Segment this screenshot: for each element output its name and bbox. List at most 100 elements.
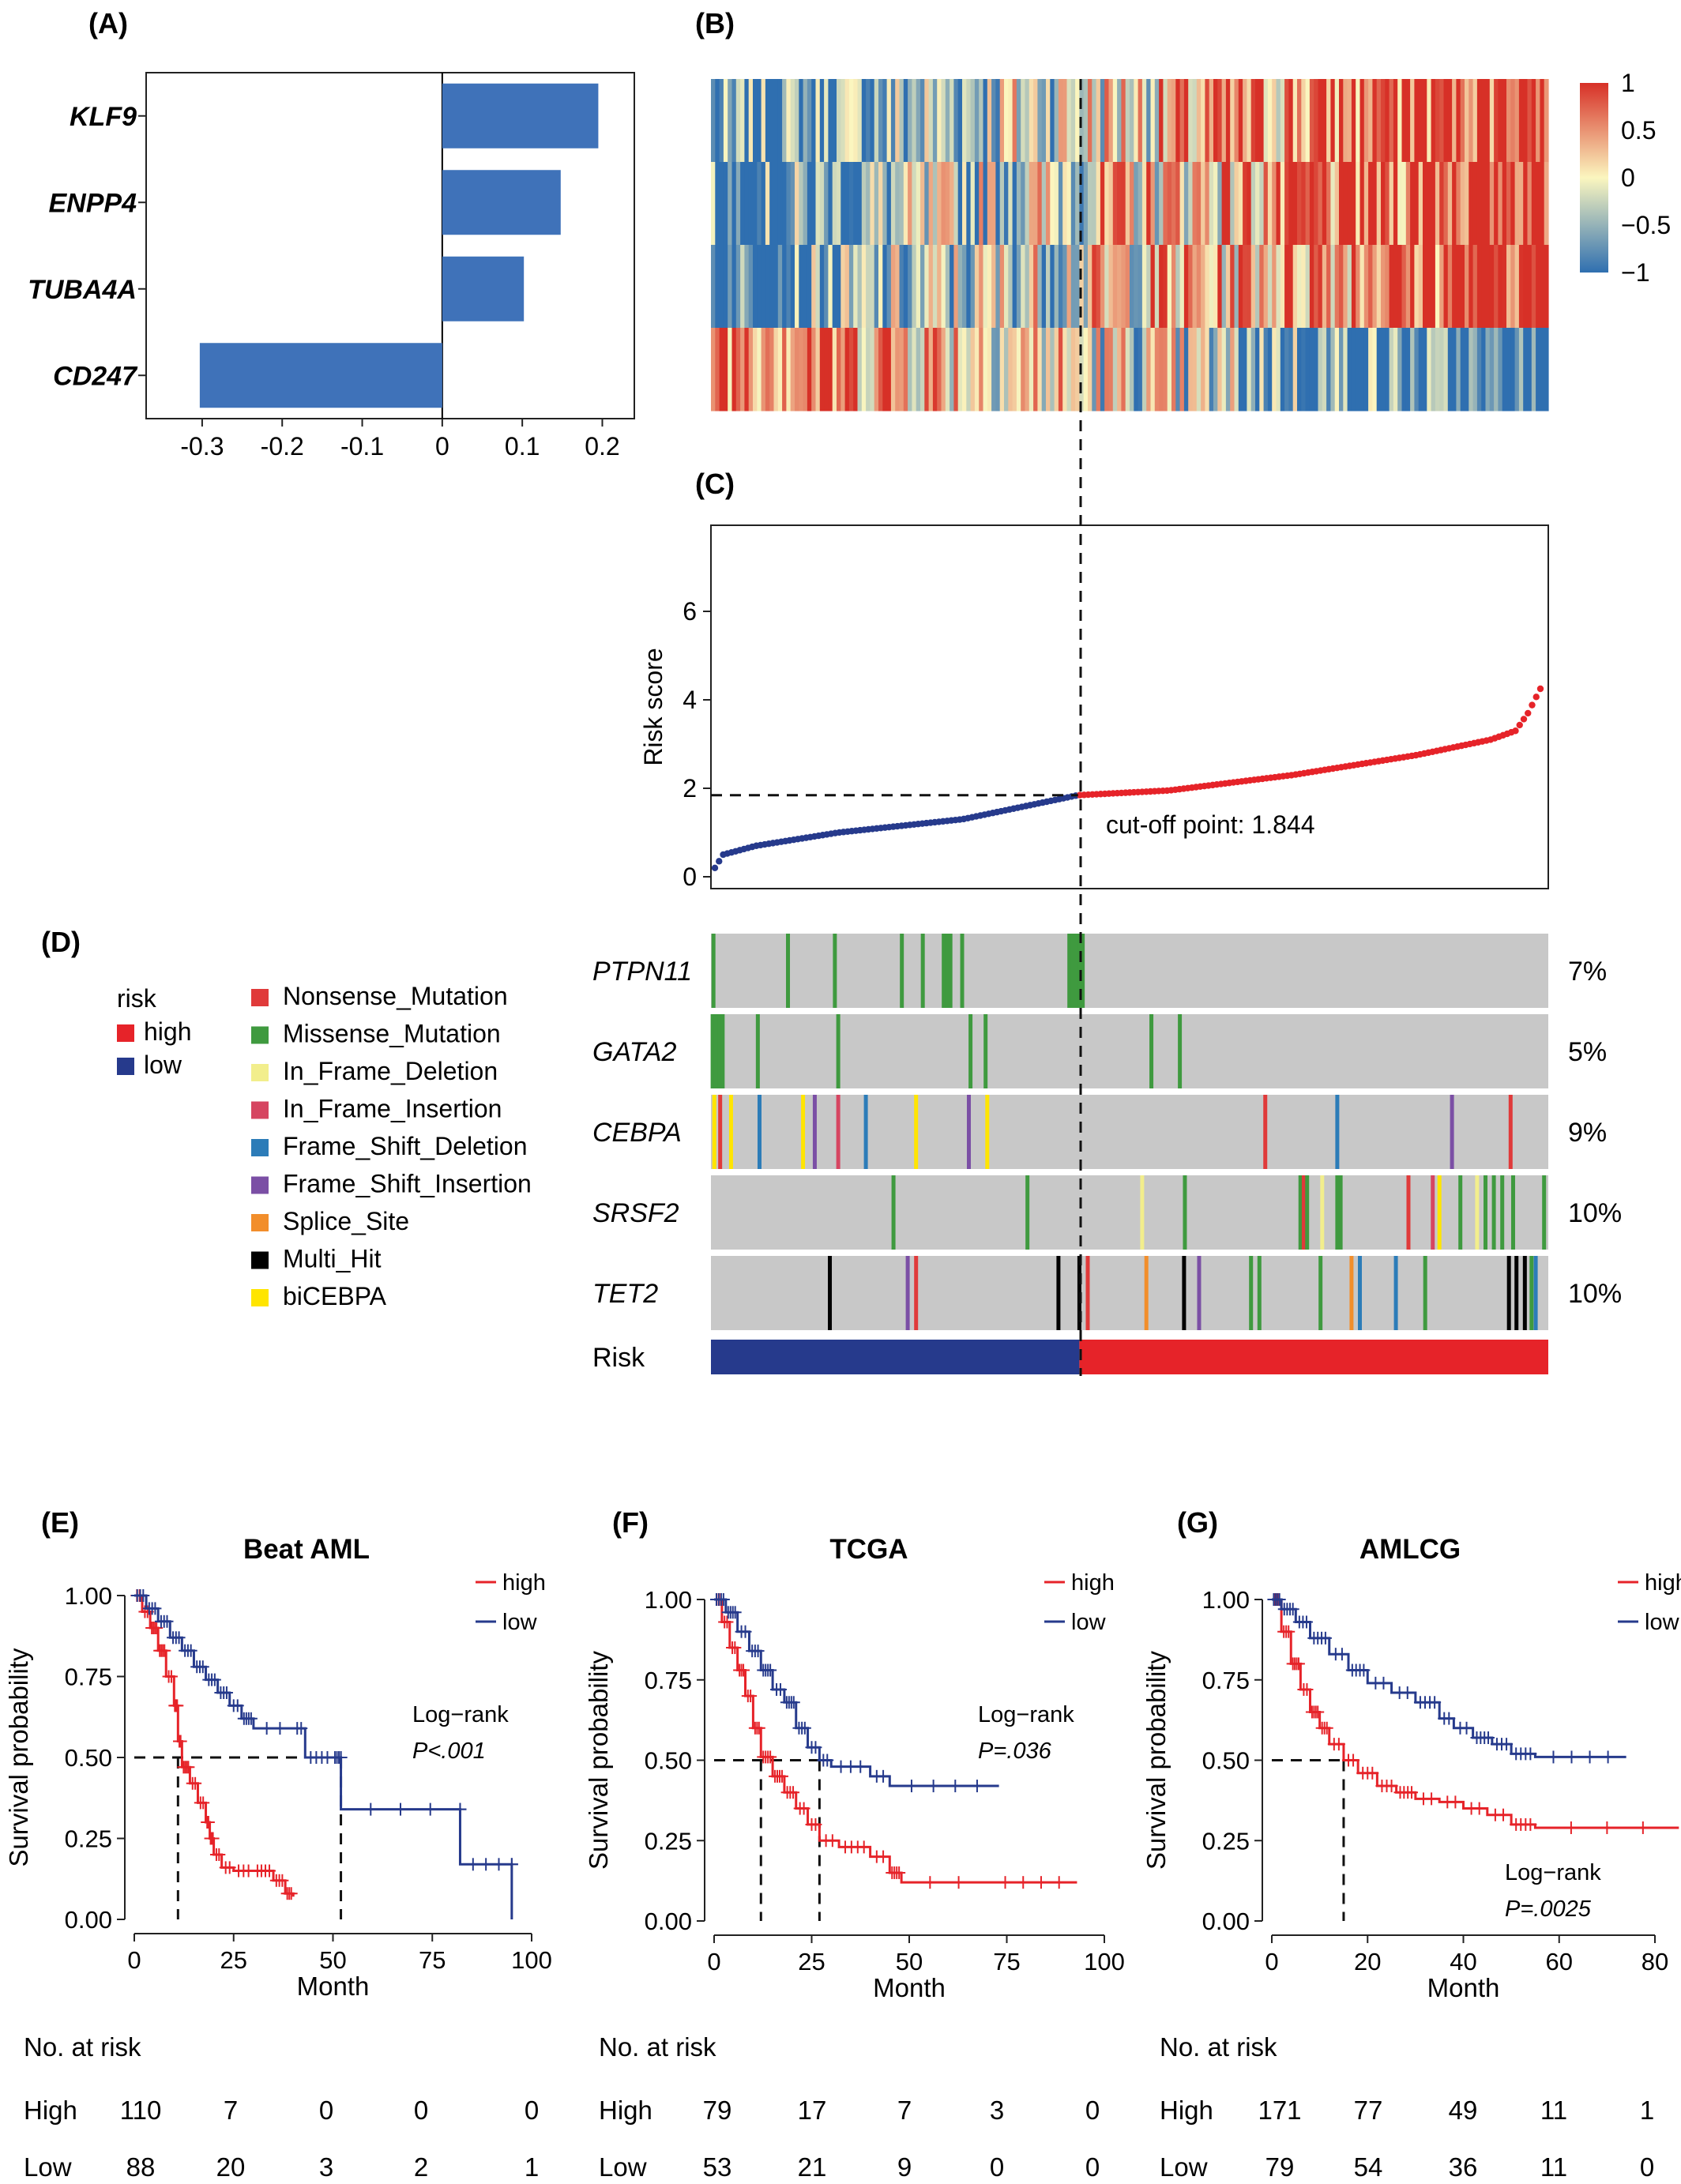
- mutation-mark: [1529, 1256, 1534, 1330]
- heatmap-cell: [937, 162, 942, 246]
- mutation-mark: [863, 1095, 868, 1169]
- heatmap-cell: [908, 245, 912, 329]
- heatmap-cell: [1201, 245, 1205, 329]
- heatmap-cell: [1012, 79, 1017, 163]
- heatmap-cell: [824, 328, 829, 412]
- mutation-mark: [1423, 1256, 1427, 1330]
- mutation-mark: [1320, 1175, 1325, 1250]
- heatmap-cell: [1401, 79, 1407, 163]
- heatmap-cell: [886, 162, 892, 246]
- heatmap-cell: [1046, 79, 1051, 163]
- heatmap-cell: [1498, 328, 1503, 412]
- heatmap-cell: [1255, 79, 1260, 163]
- heatmap-cell: [1205, 245, 1210, 329]
- heatmap-cell: [1309, 328, 1314, 412]
- heatmap-cell: [844, 245, 850, 329]
- mutation-mark: [713, 1014, 718, 1088]
- plot-frame: [710, 524, 1549, 889]
- heatmap-cell: [1125, 328, 1130, 412]
- heatmap-cell: [786, 245, 792, 329]
- heatmap-cell: [1297, 79, 1302, 163]
- heatmap-cell: [1489, 79, 1495, 163]
- heatmap-cell: [886, 328, 892, 412]
- heatmap-cell: [1016, 328, 1021, 412]
- heatmap-cell: [735, 328, 741, 412]
- heatmap-cell: [1485, 79, 1491, 163]
- heatmap-cell: [769, 245, 775, 329]
- heatmap-cell: [782, 245, 787, 329]
- heatmap-cell: [1192, 162, 1198, 246]
- heatmap-cell: [1465, 162, 1469, 246]
- heatmap-cell: [1021, 245, 1026, 329]
- heatmap-cell: [1385, 328, 1390, 412]
- heatmap-cell: [1385, 79, 1390, 163]
- heatmap-cell: [1062, 79, 1068, 163]
- heatmap-cell: [837, 162, 841, 246]
- heatmap-cell: [832, 245, 837, 329]
- mutation-mark: [1510, 1175, 1515, 1250]
- heatmap-cell: [1159, 245, 1164, 329]
- color-legend-bar: [1580, 83, 1608, 273]
- heatmap-cell: [765, 245, 770, 329]
- y-tick-label: 0.00: [645, 1908, 692, 1935]
- survival-curve-high: [1272, 1598, 1679, 1829]
- heatmap-cell: [1138, 328, 1143, 412]
- heatmap-cell: [945, 162, 950, 246]
- heatmap-cell: [1376, 245, 1382, 329]
- mutation-mark: [983, 1014, 988, 1088]
- heatmap-cell: [1405, 245, 1411, 329]
- heatmap-cell: [924, 162, 930, 246]
- heatmap-cell: [1452, 328, 1457, 412]
- heatmap-cell: [916, 162, 921, 246]
- gene-label: GATA2: [592, 1037, 677, 1067]
- heatmap-cell: [815, 245, 821, 329]
- heatmap-cell: [1280, 162, 1285, 246]
- mutation-row-bg: [711, 1256, 1548, 1330]
- mutation-mark: [1298, 1175, 1303, 1250]
- heatmap-cell: [1469, 79, 1474, 163]
- heatmap-cell: [1435, 328, 1440, 412]
- heatmap-cell: [1343, 245, 1348, 329]
- heatmap-cell: [803, 162, 808, 246]
- heatmap-cell: [1092, 245, 1097, 329]
- mutation-legend-label: Multi_Hit: [283, 1245, 382, 1273]
- mutation-mark: [1349, 1256, 1354, 1330]
- gene-label: PTPN11: [592, 957, 692, 987]
- panel-label-c: (C): [695, 468, 735, 500]
- heatmap-cell: [1359, 162, 1365, 246]
- heatmap-cell: [1443, 245, 1449, 329]
- heatmap-cell: [1531, 79, 1536, 163]
- heatmap-cell: [1309, 79, 1314, 163]
- heatmap-cell: [1469, 162, 1474, 246]
- heatmap-cell: [1498, 79, 1503, 163]
- mutation-legend-swatch: [251, 1214, 269, 1231]
- heatmap-cell: [1150, 79, 1156, 163]
- heatmap-cell: [840, 328, 846, 412]
- heatmap-cell: [937, 79, 942, 163]
- panel-label-e: (E): [41, 1506, 79, 1539]
- x-tick-label: -0.1: [340, 432, 384, 460]
- heatmap-cell: [1213, 162, 1218, 246]
- heatmap-cell: [1255, 245, 1260, 329]
- heatmap-cell: [1472, 328, 1478, 412]
- heatmap-cell: [857, 79, 863, 163]
- legend-tick-label: −1: [1621, 258, 1649, 287]
- heatmap-cell: [1309, 162, 1314, 246]
- heatmap-cell: [1389, 245, 1394, 329]
- heatmap-cell: [1502, 162, 1507, 246]
- heatmap-cell: [903, 162, 908, 246]
- heatmap-cell: [1431, 328, 1436, 412]
- heatmap-cell: [1356, 245, 1361, 329]
- mutation-mark: [1514, 1256, 1519, 1330]
- heatmap-cell: [1297, 162, 1302, 246]
- heatmap-cell: [1359, 245, 1365, 329]
- heatmap-cell: [765, 328, 770, 412]
- category-label: ENPP4: [49, 188, 137, 218]
- heatmap-cell: [1179, 328, 1185, 412]
- heatmap-cell: [1058, 328, 1063, 412]
- heatmap-cell: [1314, 328, 1319, 412]
- mutation-legend-swatch: [251, 1064, 269, 1081]
- heatmap-cell: [1054, 245, 1059, 329]
- risk-bar-low: [711, 1340, 1080, 1374]
